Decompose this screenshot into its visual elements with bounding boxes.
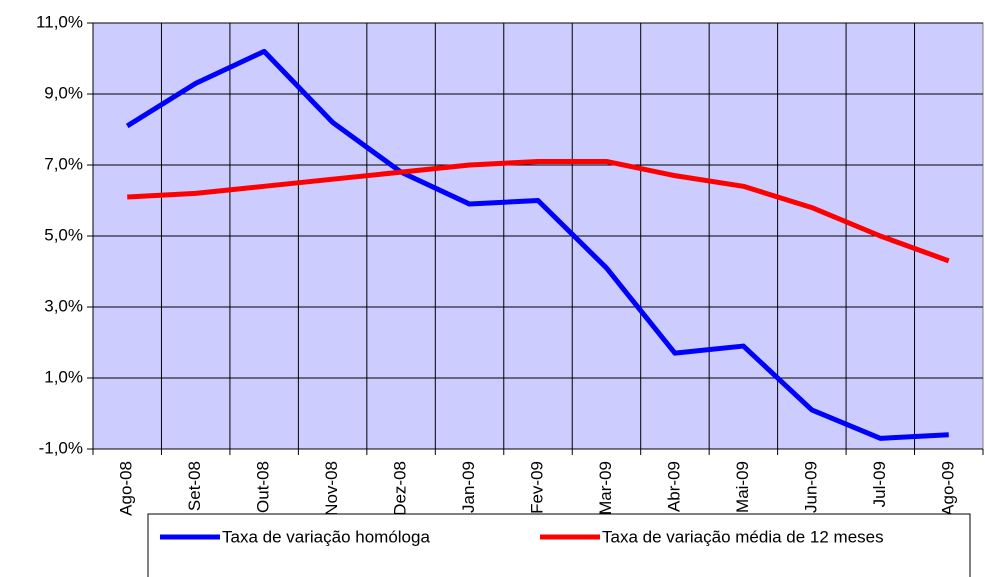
y-tick-label: 11,0%	[36, 12, 83, 31]
x-tick-label: Jul-09	[870, 461, 889, 507]
y-tick-label: 7,0%	[44, 154, 83, 173]
y-tick-label: -1,0%	[39, 438, 83, 457]
y-tick-label: 3,0%	[44, 296, 83, 315]
legend-box	[147, 513, 971, 577]
x-tick-label: Fev-09	[527, 461, 546, 514]
x-tick-label: Ago-09	[938, 461, 957, 516]
y-tick-label: 5,0%	[44, 225, 83, 244]
x-tick-label: Jun-09	[801, 461, 820, 513]
x-tick-label: Nov-08	[322, 461, 341, 516]
x-tick-label: Dez-08	[391, 461, 410, 516]
x-tick-label: Jan-09	[459, 461, 478, 513]
x-tick-label: Out-08	[254, 461, 273, 513]
legend-label: Taxa de variação média de 12 meses	[602, 527, 884, 546]
x-tick-label: Ago-08	[117, 461, 136, 516]
x-tick-label: Set-08	[185, 461, 204, 511]
series-line	[127, 158, 950, 264]
series-line	[125, 48, 949, 441]
x-tick-label: Mai-09	[733, 461, 752, 513]
x-tick-label: Mar-09	[596, 461, 615, 515]
legend-label: Taxa de variação homóloga	[222, 527, 430, 546]
x-tick-label: Abr-09	[664, 461, 683, 512]
y-tick-label: 1,0%	[44, 367, 83, 386]
y-tick-label: 9,0%	[44, 83, 83, 102]
